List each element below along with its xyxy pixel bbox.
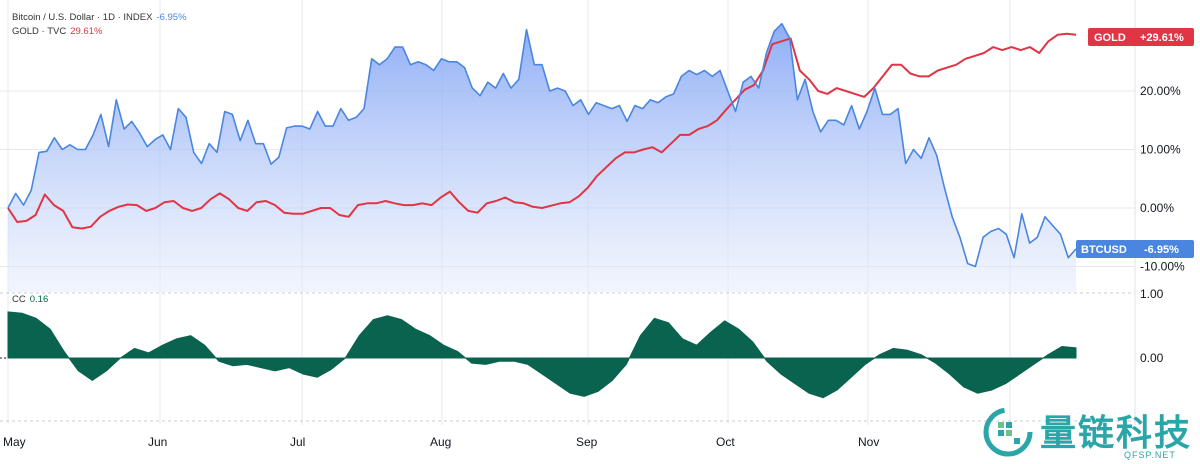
legend-cc-label: CC <box>12 294 26 305</box>
x-tick-label: Sep <box>576 435 598 449</box>
x-tick-label: Oct <box>716 435 735 449</box>
y-tick-label: 10.00% <box>1140 143 1181 157</box>
legend-gold-change: 29.61% <box>70 26 103 37</box>
gold-tag-value: +29.61% <box>1140 32 1184 44</box>
x-tick-label: Jun <box>148 435 167 449</box>
legend-gold: GOLD · TVC 29.61% <box>12 26 102 37</box>
price-tags: GOLD +29.61% BTCUSD -6.95% <box>1076 28 1194 258</box>
series-lines <box>7 22 1077 268</box>
cc-y-tick-label: 0.00 <box>1140 351 1164 365</box>
legend-btc-label: Bitcoin / U.S. Dollar · 1D · INDEX <box>12 12 153 23</box>
legend-btc-change: -6.95% <box>156 12 187 23</box>
cc-series-area <box>7 311 1077 399</box>
btc-area-fill <box>8 23 1076 292</box>
btc-tag-value: -6.95% <box>1144 244 1179 256</box>
gold-series-line <box>7 32 1077 230</box>
x-tick-label: May <box>3 435 26 449</box>
y-tick-label: 0.00% <box>1140 201 1174 215</box>
gold-tag-name: GOLD <box>1094 32 1126 44</box>
x-axis-labels: May Jun Jul Aug Sep Oct Nov <box>3 435 879 449</box>
watermark-logo-icon <box>983 407 1033 457</box>
legend-btc: Bitcoin / U.S. Dollar · 1D · INDEX -6.95% <box>12 12 187 23</box>
y-tick-label: 20.00% <box>1140 84 1181 98</box>
legend-gold-label: GOLD · TVC <box>12 26 67 37</box>
watermark: 量链科技 QFSP.NET <box>976 400 1200 464</box>
btc-tag-bg <box>1076 240 1194 258</box>
x-tick-label: Aug <box>430 435 451 449</box>
btc-tag-name: BTCUSD <box>1081 244 1127 256</box>
y-axis-labels: 20.00% 10.00% 0.00% -10.00% 1.00 0.00 <box>1140 84 1185 365</box>
y-tick-label: -10.00% <box>1140 260 1185 274</box>
x-tick-label: Jul <box>290 435 305 449</box>
legend-cc-value: 0.16 <box>29 294 49 305</box>
cc-area-fill <box>7 311 1077 399</box>
btc-series-line <box>7 22 1077 268</box>
x-tick-label: Nov <box>858 435 879 449</box>
legend-cc: CC 0.16 <box>12 294 48 305</box>
watermark-cn-text: 量链科技 <box>1040 413 1193 454</box>
btc-area <box>8 23 1076 292</box>
gold-tag-bg <box>1088 28 1194 46</box>
watermark-en-text: QFSP.NET <box>1124 450 1176 460</box>
cc-y-tick-label: 1.00 <box>1140 287 1164 301</box>
